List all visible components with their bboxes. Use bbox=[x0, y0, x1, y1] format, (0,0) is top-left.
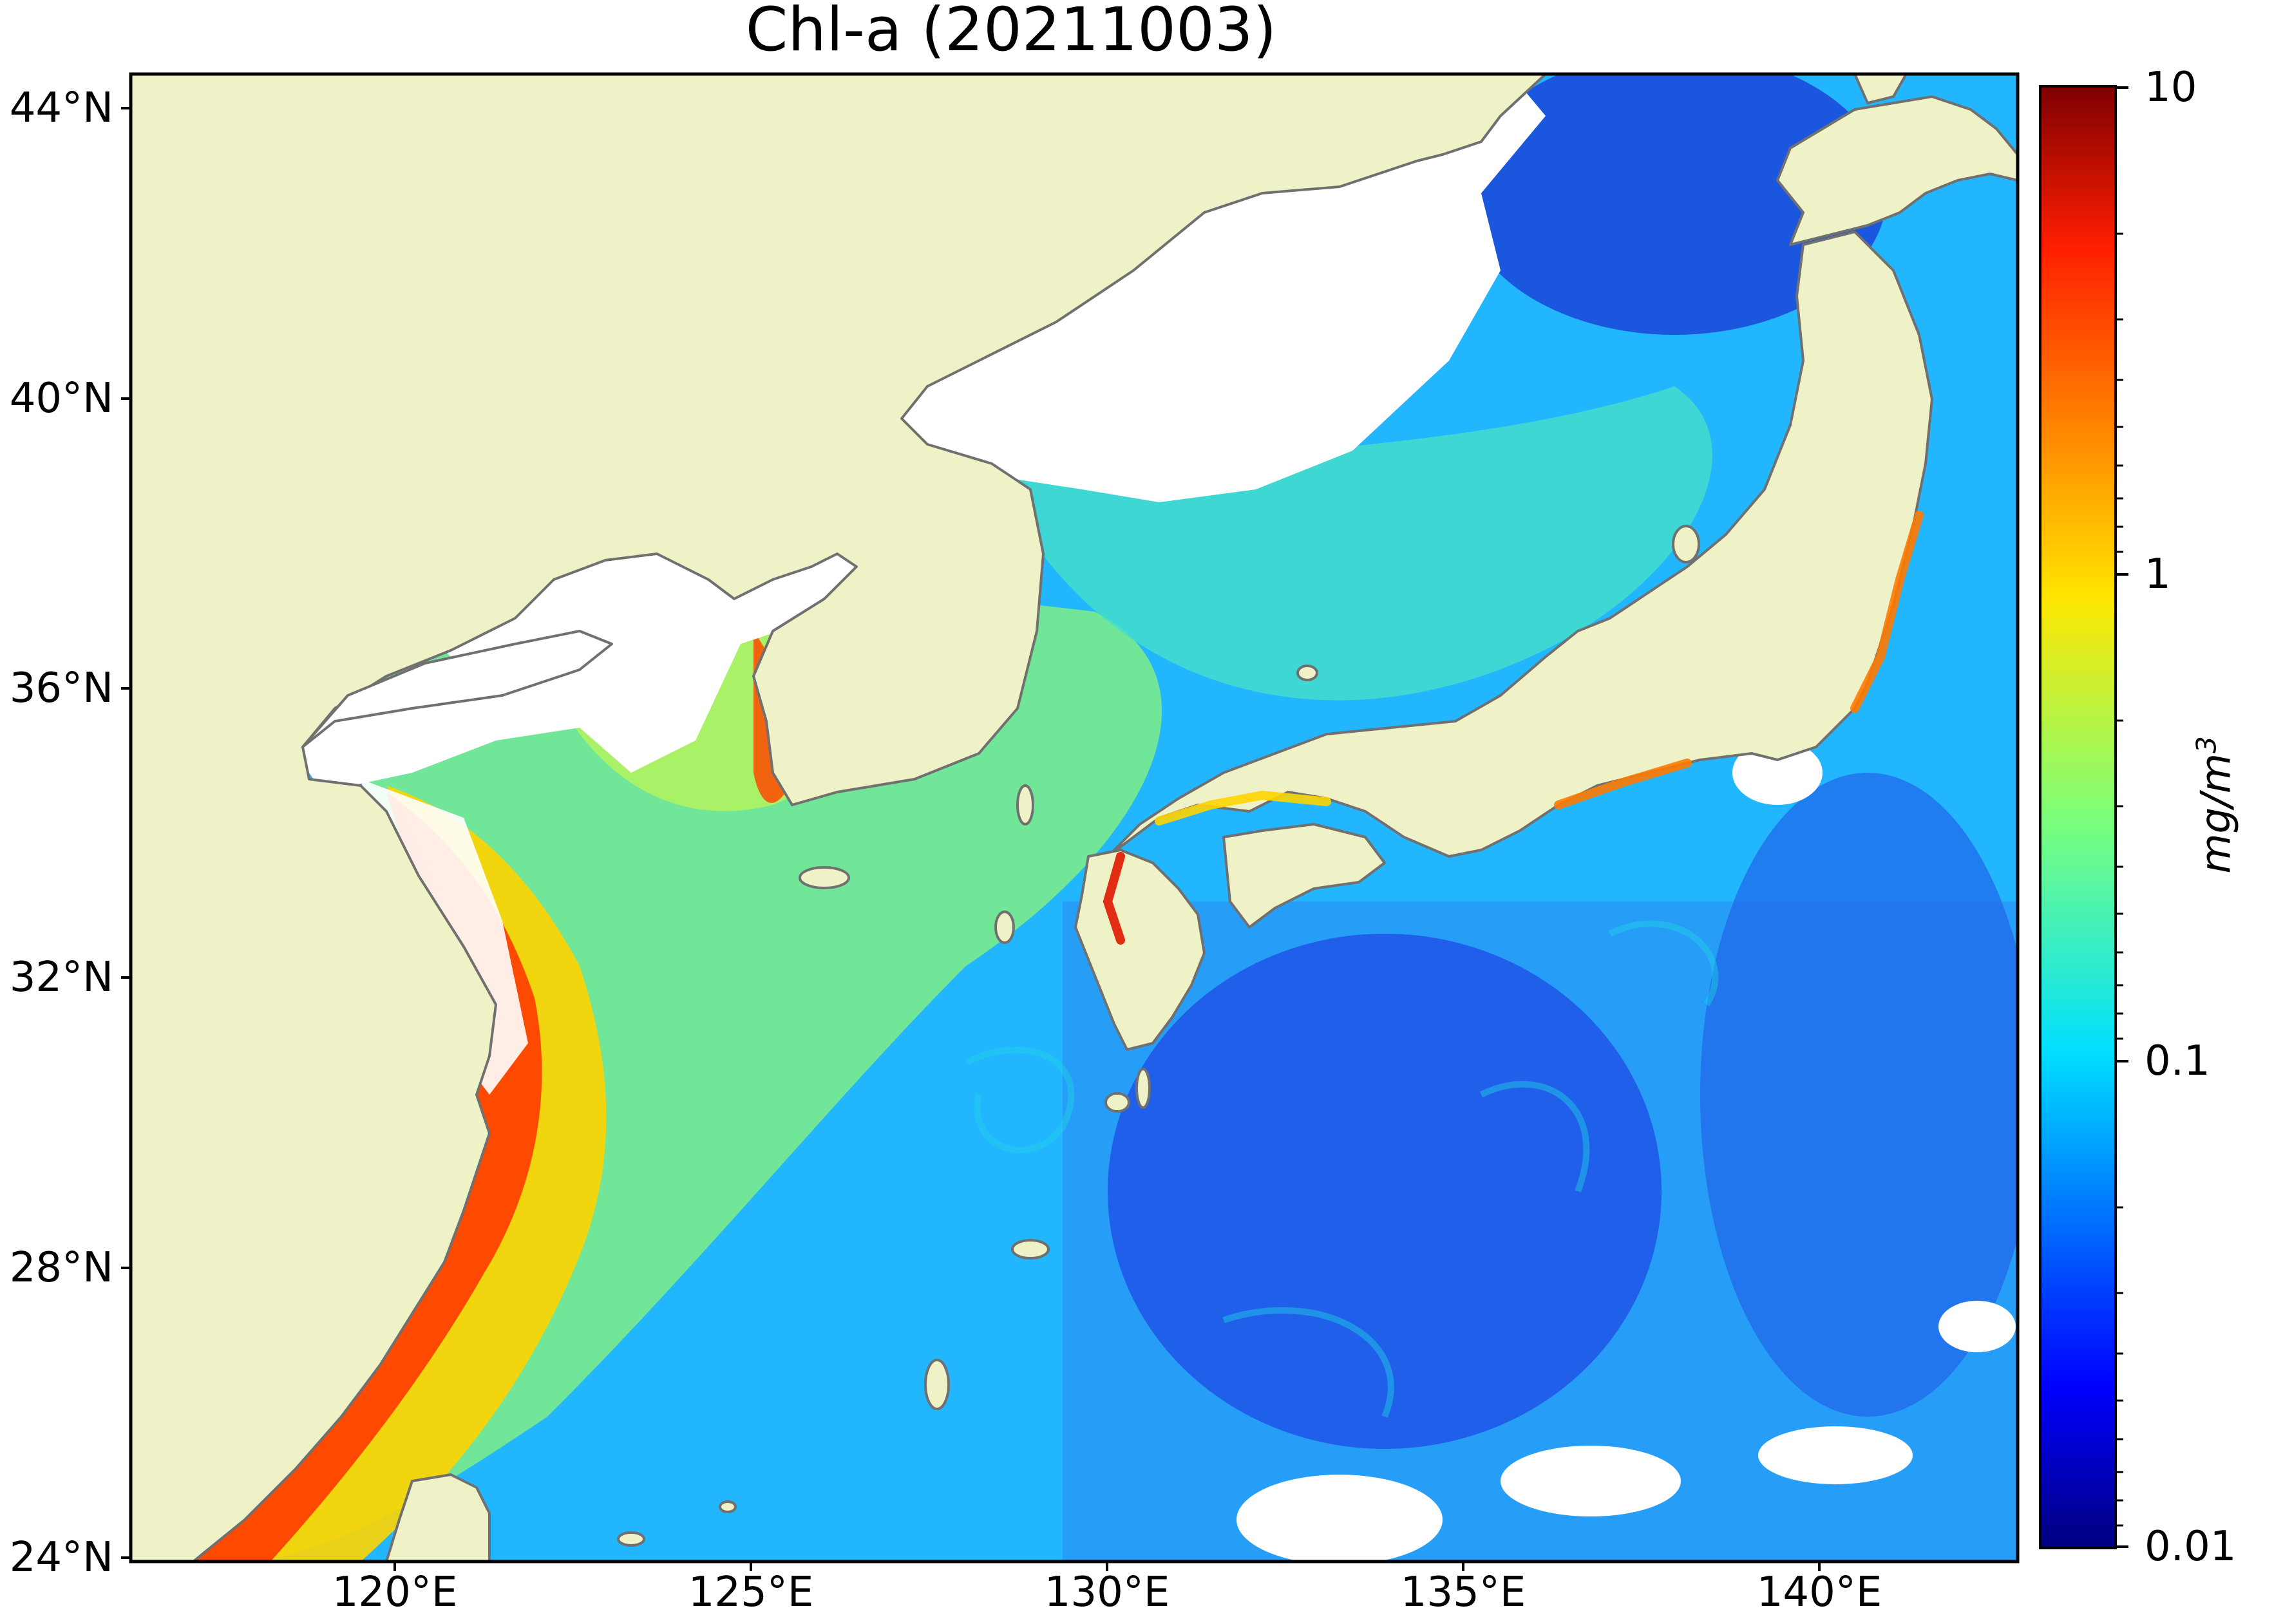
colorbar-unit-label: mg/m3 bbox=[2190, 736, 2240, 874]
goto-islands bbox=[994, 911, 1015, 944]
lat-label-40n: 40°N bbox=[9, 375, 113, 422]
map-title: Chl-a (20211003) bbox=[745, 0, 1277, 65]
colorbar-unit-exponent: 3 bbox=[2190, 736, 2222, 753]
colorbar-minor-ticks bbox=[2116, 232, 2123, 1527]
jeju-island bbox=[799, 866, 850, 889]
tanegashima-island bbox=[1135, 1068, 1151, 1109]
amami-island bbox=[1011, 1239, 1050, 1260]
pacific-low-chl bbox=[1700, 773, 2018, 1417]
yakushima-island bbox=[1104, 1092, 1130, 1113]
eddy-texture bbox=[964, 920, 1719, 1418]
shandong-peninsula bbox=[301, 630, 613, 748]
asian-continent bbox=[131, 74, 1547, 1562]
miyako-island bbox=[719, 1500, 737, 1513]
okinawa-island bbox=[924, 1359, 950, 1410]
lon-label-120e: 120°E bbox=[332, 1569, 458, 1616]
oki-island bbox=[1296, 665, 1318, 681]
lon-label-125e: 125°E bbox=[688, 1569, 814, 1616]
lat-label-36n: 36°N bbox=[9, 665, 113, 712]
lat-label-28n: 28°N bbox=[9, 1244, 113, 1292]
hokkaido-island bbox=[1776, 95, 2018, 246]
taiwan-island bbox=[385, 1473, 491, 1562]
shikoku-island bbox=[1222, 823, 1386, 929]
lat-ticks bbox=[121, 107, 131, 1559]
tsushima-island bbox=[1016, 784, 1034, 826]
map-plot-area bbox=[131, 74, 2018, 1562]
japan-sea-north-low bbox=[1462, 74, 1887, 335]
colorbar-tick-0-01: 0.01 bbox=[2145, 1523, 2237, 1571]
lon-label-140e: 140°E bbox=[1756, 1569, 1882, 1616]
colorbar-tick-1: 1 bbox=[2145, 551, 2171, 598]
colorbar-tick-0-1: 0.1 bbox=[2145, 1037, 2210, 1085]
lat-label-32n: 32°N bbox=[9, 954, 113, 1001]
colorbar-frame bbox=[2039, 85, 2117, 1549]
korea-north-no-data bbox=[895, 77, 1546, 502]
colorbar-unit-main: mg/m bbox=[2192, 753, 2240, 874]
cloud-patch-southeast bbox=[1501, 1446, 1681, 1516]
lat-label-44n: 44°N bbox=[9, 84, 113, 132]
cloud-patch-south bbox=[1236, 1475, 1443, 1562]
sado-island bbox=[1672, 525, 1700, 563]
cloud-patch-off-honshu bbox=[1732, 741, 1823, 805]
colorbar-major-ticks bbox=[2116, 86, 2128, 1548]
ishigaki-island bbox=[617, 1531, 645, 1547]
lon-label-135e: 135°E bbox=[1400, 1569, 1526, 1616]
colorbar-tick-10: 10 bbox=[2145, 64, 2197, 111]
oligotrophic-gyre bbox=[1108, 934, 1662, 1449]
lat-label-24n: 24°N bbox=[9, 1534, 113, 1582]
colorbar-gradient bbox=[2040, 86, 2116, 1548]
lon-label-130e: 130°E bbox=[1044, 1569, 1170, 1616]
lon-ticks bbox=[393, 1562, 1821, 1571]
map-frame bbox=[129, 72, 2020, 1563]
cloud-patch-far-east bbox=[1938, 1301, 2016, 1352]
sakhalin-island bbox=[1853, 74, 1908, 104]
japan-coastal-blooms bbox=[1103, 511, 1924, 945]
cloud-patch-east bbox=[1758, 1426, 1913, 1484]
